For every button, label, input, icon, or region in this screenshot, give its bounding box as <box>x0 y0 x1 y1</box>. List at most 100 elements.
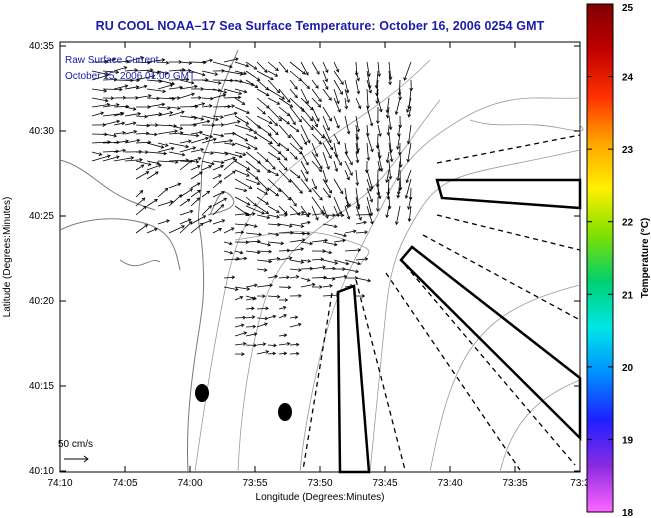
current-vector <box>201 104 213 108</box>
colorbar-tick-label: 19 <box>622 435 634 446</box>
current-vector <box>157 70 169 75</box>
current-vector <box>289 275 300 279</box>
current-vector <box>322 169 328 184</box>
current-vector <box>256 61 268 73</box>
current-vector <box>300 160 309 175</box>
current-vector <box>102 57 116 63</box>
current-vector <box>311 285 323 289</box>
current-vector <box>278 314 288 319</box>
current-vector <box>289 322 302 328</box>
scale-label: 50 cm/s <box>58 439 93 450</box>
current-vector <box>333 232 347 238</box>
current-vector <box>267 124 279 136</box>
current-vector <box>168 124 184 130</box>
current-vector <box>256 249 273 254</box>
current-vector <box>223 275 236 280</box>
current-vector <box>201 190 211 198</box>
current-vector <box>386 124 391 136</box>
current-vector <box>212 174 222 180</box>
current-vector <box>223 111 238 117</box>
current-vector <box>91 74 109 81</box>
current-vector <box>322 70 329 83</box>
current-vector <box>322 88 332 101</box>
current-vector <box>179 92 195 99</box>
current-vector <box>289 196 297 207</box>
current-vector <box>377 160 382 172</box>
current-vector <box>278 256 293 261</box>
colorbar-tick-label: 24 <box>622 73 634 84</box>
current-vector <box>300 106 313 122</box>
current-vector <box>179 139 192 144</box>
current-vector <box>267 232 280 237</box>
current-vector <box>267 256 281 261</box>
current-vector <box>300 205 310 218</box>
current-vector <box>146 58 166 63</box>
current-vector <box>355 205 362 221</box>
x-axis-label: Longitude (Degrees:Minutes) <box>256 492 385 503</box>
current-vector <box>223 70 244 76</box>
current-vector <box>223 170 236 180</box>
current-vector <box>234 70 247 76</box>
current-vector <box>300 277 311 282</box>
current-vector <box>234 133 249 142</box>
current-vector <box>201 133 214 139</box>
current-vector <box>234 142 251 150</box>
current-vector <box>234 315 247 320</box>
current-vector <box>333 133 340 145</box>
current-vector <box>135 205 147 216</box>
current-vector <box>409 79 414 92</box>
current-vector <box>135 171 150 180</box>
x-tick-label: 73:3 <box>570 478 590 489</box>
current-vector <box>245 169 259 180</box>
colorbar-tick-label: 25 <box>622 3 634 14</box>
current-vector <box>245 296 256 301</box>
current-vector <box>333 160 339 173</box>
current-vector <box>333 274 348 279</box>
current-vector <box>355 142 360 155</box>
current-vector <box>375 196 380 212</box>
shipping-lanes <box>302 134 582 474</box>
current-vector <box>179 188 194 198</box>
current-vector <box>157 83 174 90</box>
current-vector <box>267 97 281 105</box>
current-vector <box>344 160 353 177</box>
current-vector <box>157 146 175 153</box>
current-vector <box>407 205 412 222</box>
current-vector <box>168 96 181 100</box>
current-vector <box>256 268 268 272</box>
current-vector <box>385 151 390 164</box>
current-vector <box>289 151 298 160</box>
current-vector <box>245 133 258 140</box>
current-vector <box>366 142 371 161</box>
current-vector <box>179 221 193 234</box>
current-vector <box>322 241 338 247</box>
current-vector <box>289 342 300 347</box>
current-vector <box>278 305 287 310</box>
current-vector <box>124 130 138 135</box>
current-vector <box>256 196 270 205</box>
current-vector <box>322 124 332 144</box>
x-tick-label: 73:45 <box>372 478 397 489</box>
current-vector <box>375 88 380 105</box>
current-vector <box>135 224 149 234</box>
current-vector <box>289 238 306 243</box>
current-vector <box>388 142 394 163</box>
current-vector <box>190 165 201 171</box>
current-vector <box>179 79 195 85</box>
y-axis-ticks: 40:35 40:30 40:25 40:20 40:15 40:10 <box>29 41 580 477</box>
current-vector <box>146 70 161 75</box>
current-vector <box>234 151 247 157</box>
current-vector <box>201 205 212 216</box>
current-vector <box>289 61 306 75</box>
x-tick-label: 73:35 <box>502 478 527 489</box>
current-vector <box>113 121 126 126</box>
current-vector <box>245 79 259 89</box>
current-vector <box>289 268 302 272</box>
depth-contour <box>369 149 581 473</box>
current-vector <box>333 259 350 266</box>
current-vector <box>267 274 279 279</box>
current-vector <box>278 115 290 125</box>
current-vector <box>190 70 206 77</box>
current-vector <box>135 114 148 119</box>
current-vector <box>135 94 152 99</box>
